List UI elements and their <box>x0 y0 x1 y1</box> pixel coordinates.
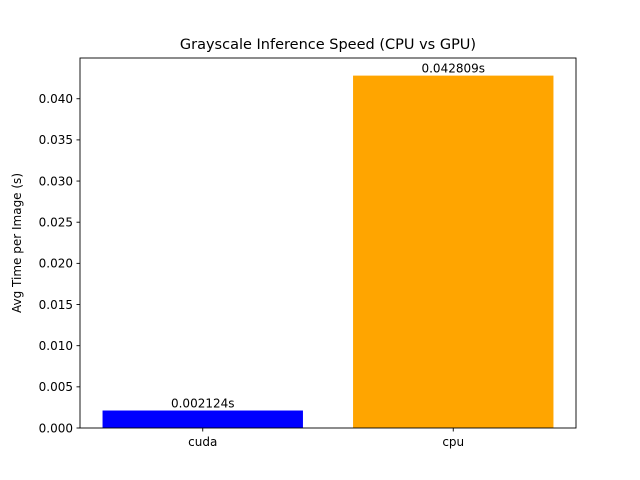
y-tick-label: 0.010 <box>39 339 73 353</box>
y-tick-label: 0.035 <box>39 133 73 147</box>
bars-group: 0.002124s 0.042809s <box>102 62 554 429</box>
x-tick-label-cuda: cuda <box>188 435 217 449</box>
y-tick-label: 0.000 <box>39 421 73 435</box>
bar-cuda <box>102 410 303 428</box>
y-tick-label: 0.020 <box>39 257 73 271</box>
bar-cpu <box>353 75 554 429</box>
plot-frame <box>79 57 577 429</box>
x-axis-ticks: cuda cpu <box>188 428 464 449</box>
chart-title: Grayscale Inference Speed (CPU vs GPU) <box>180 37 476 53</box>
y-tick-label: 0.005 <box>39 380 73 394</box>
y-tick-label: 0.015 <box>39 298 73 312</box>
y-axis-label: Avg Time per Image (s) <box>10 173 24 313</box>
y-axis-ticks: 0.000 0.005 0.010 0.015 0.020 0.025 0.030 0.035… <box>39 92 80 435</box>
y-tick-label: 0.040 <box>39 92 73 106</box>
x-tick-label-cpu: cpu <box>442 435 464 449</box>
data-label-cuda: 0.002124s <box>171 397 235 411</box>
y-tick-label: 0.025 <box>39 216 73 230</box>
y-tick-label: 0.030 <box>39 174 73 188</box>
data-label-cpu: 0.042809s <box>421 62 485 76</box>
